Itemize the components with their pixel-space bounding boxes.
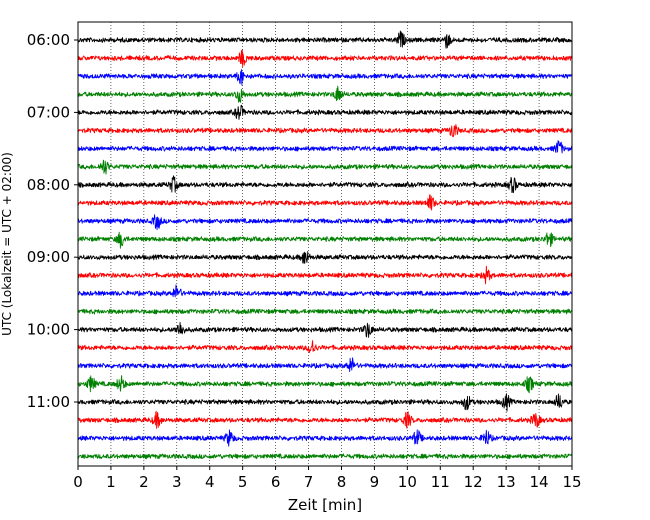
x-tick-label: 12 xyxy=(464,473,483,491)
trace-1115 xyxy=(77,410,573,429)
trace-0630 xyxy=(77,69,573,86)
y-tick-label: 06:00 xyxy=(27,31,70,49)
x-tick-label: 4 xyxy=(205,473,215,491)
trace-1015 xyxy=(77,340,573,353)
y-axis-ticks: 06:00 07:00 08:00 09:00 10:00 11:00 xyxy=(27,31,78,411)
trace-0600 xyxy=(77,30,573,49)
trace-0900 xyxy=(77,251,573,264)
x-tick-label: 13 xyxy=(497,473,516,491)
x-tick-label: 14 xyxy=(530,473,549,491)
x-tick-label: 11 xyxy=(431,473,450,491)
plot-frame xyxy=(77,21,573,467)
x-tick-label: 6 xyxy=(271,473,281,491)
trace-0845 xyxy=(77,231,573,249)
x-tick-label: 5 xyxy=(238,473,248,491)
trace-0945 xyxy=(77,308,573,315)
trace-0715 xyxy=(77,123,573,138)
trace-0830 xyxy=(77,214,573,231)
x-tick-label: 8 xyxy=(337,473,347,491)
trace-0800 xyxy=(77,175,573,194)
trace-0730 xyxy=(77,140,573,154)
trace-1100 xyxy=(77,393,573,412)
x-tick-label: 0 xyxy=(73,473,83,491)
x-axis-ticks: 0 1 2 3 4 5 6 7 8 9 10 11 12 13 14 15 xyxy=(73,466,582,491)
trace-1030 xyxy=(77,357,573,373)
trace-0930 xyxy=(77,284,573,298)
y-tick-label: 09:00 xyxy=(27,248,70,266)
y-tick-label: 08:00 xyxy=(27,176,70,194)
x-tick-label: 15 xyxy=(562,473,581,491)
y-tick-label: 10:00 xyxy=(27,321,70,339)
x-tick-label: 3 xyxy=(172,473,182,491)
plot-background xyxy=(78,22,572,466)
vertical-gridlines xyxy=(110,22,540,466)
trace-0815 xyxy=(77,194,573,211)
x-tick-label: 7 xyxy=(304,473,314,491)
x-tick-label: 9 xyxy=(370,473,380,491)
x-axis-label: Zeit [min] xyxy=(288,496,362,514)
trace-1130 xyxy=(77,429,573,447)
y-tick-label: 07:00 xyxy=(27,103,70,121)
trace-1000 xyxy=(77,321,573,338)
x-tick-label: 1 xyxy=(106,473,116,491)
x-tick-label: 10 xyxy=(398,473,417,491)
trace-1045 xyxy=(77,375,573,394)
trace-0645 xyxy=(77,85,573,103)
seismogram-traces xyxy=(77,30,573,460)
trace-0745 xyxy=(77,159,573,175)
trace-0700 xyxy=(77,104,573,120)
y-axis-label: UTC (Lokalzeit = UTC + 02:00) xyxy=(0,152,14,336)
x-tick-label: 2 xyxy=(139,473,149,491)
trace-0915 xyxy=(77,265,573,285)
y-tick-label: 11:00 xyxy=(27,393,70,411)
trace-0615 xyxy=(77,49,573,68)
trace-1145 xyxy=(77,453,573,460)
